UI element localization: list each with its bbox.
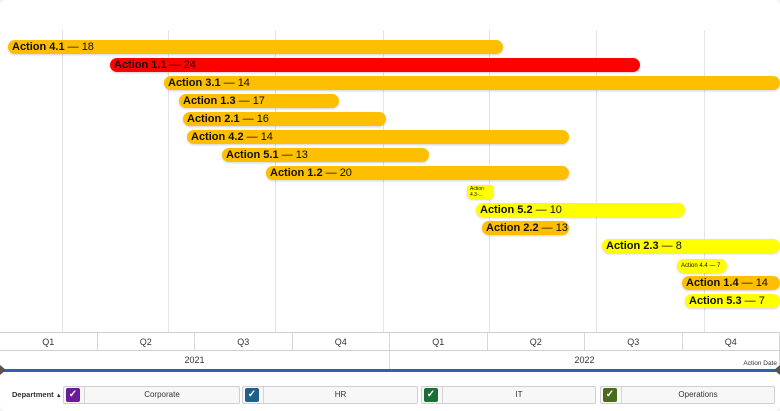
quarter-label: Q3 xyxy=(585,333,683,351)
checkbox-icon[interactable]: ✓ xyxy=(245,388,259,402)
quarter-label: Q4 xyxy=(683,333,780,351)
gantt-bar[interactable]: Action 2.1 — 16 xyxy=(183,112,386,126)
timeline-scrollbar[interactable] xyxy=(0,369,780,372)
gantt-bar[interactable]: Action 2.3 — 8 xyxy=(602,239,780,253)
gridline xyxy=(596,30,597,332)
time-axis: Q1 Q2 Q3 Q4 Q1 Q2 Q3 Q4 2021 2022 xyxy=(0,332,780,372)
quarter-label: Q3 xyxy=(195,333,293,351)
checkbox-icon[interactable]: ✓ xyxy=(603,388,617,402)
department-title: Department xyxy=(12,390,54,399)
quarter-label: Q2 xyxy=(488,333,585,351)
department-filter[interactable]: ✓ IT xyxy=(421,386,596,404)
gantt-bar[interactable]: Action 4.2 — 14 xyxy=(187,130,569,144)
year-row: 2021 2022 xyxy=(0,350,780,369)
checkbox-icon[interactable]: ✓ xyxy=(424,388,438,402)
gridline xyxy=(275,30,276,332)
gantt-bar[interactable]: Action 4.1 — 18 xyxy=(8,40,503,54)
quarter-label: Q1 xyxy=(390,333,488,351)
filter-label: Operations xyxy=(621,387,774,403)
gantt-bar[interactable]: Action 5.3 — 7 xyxy=(685,294,780,308)
department-label[interactable]: Department ▲ xyxy=(12,390,62,399)
year-label: 2021 xyxy=(0,351,390,369)
scroll-right-handle[interactable] xyxy=(774,365,780,375)
gantt-bar[interactable]: Action 1.1 — 24 xyxy=(110,58,640,72)
gantt-bar[interactable]: Action 1.3 — 17 xyxy=(179,94,339,108)
gridline xyxy=(168,30,169,332)
gantt-bar[interactable]: Action 5.1 — 13 xyxy=(222,148,429,162)
quarter-label: Q4 xyxy=(293,333,390,351)
gantt-bar[interactable]: Action 2.2 — 13 xyxy=(482,221,569,235)
department-filter[interactable]: ✓ Operations xyxy=(600,386,775,404)
filter-label: Corporate xyxy=(84,387,239,403)
gantt-bar[interactable]: Action 1.2 — 20 xyxy=(266,166,569,180)
department-legend: Department ▲ ✓ Corporate ✓ HR ✓ IT ✓ Operations xyxy=(0,375,780,411)
gantt-bar[interactable]: Action 3.1 — 14 xyxy=(164,76,780,90)
gantt-bar[interactable]: Action 1.4 — 14 xyxy=(682,276,780,290)
quarter-row: Q1 Q2 Q3 Q4 Q1 Q2 Q3 Q4 xyxy=(0,332,780,351)
gantt-chart-area: Action 4.1 — 18 Action 1.1 — 24 Action 3.1… xyxy=(8,30,780,332)
gridline xyxy=(62,30,63,332)
gridline xyxy=(489,30,490,332)
department-filter[interactable]: ✓ Corporate xyxy=(63,386,240,404)
gantt-bar[interactable]: Action 5.2 — 10 xyxy=(476,203,685,217)
filter-label: HR xyxy=(263,387,417,403)
gridline xyxy=(383,30,384,332)
checkbox-icon[interactable]: ✓ xyxy=(66,388,80,402)
department-filter[interactable]: ✓ HR xyxy=(242,386,418,404)
scroll-left-handle[interactable] xyxy=(0,365,6,375)
filter-label: IT xyxy=(442,387,595,403)
gantt-bar[interactable]: Action 4.4 — 7 xyxy=(677,259,727,273)
year-label: 2022 xyxy=(390,351,780,369)
gantt-bar[interactable]: Action 4.3-... xyxy=(467,185,494,199)
quarter-label: Q2 xyxy=(98,333,195,351)
axis-title: Action Date xyxy=(743,360,777,367)
gridline xyxy=(704,30,705,332)
sort-up-icon: ▲ xyxy=(55,393,62,399)
quarter-label: Q1 xyxy=(0,333,98,351)
